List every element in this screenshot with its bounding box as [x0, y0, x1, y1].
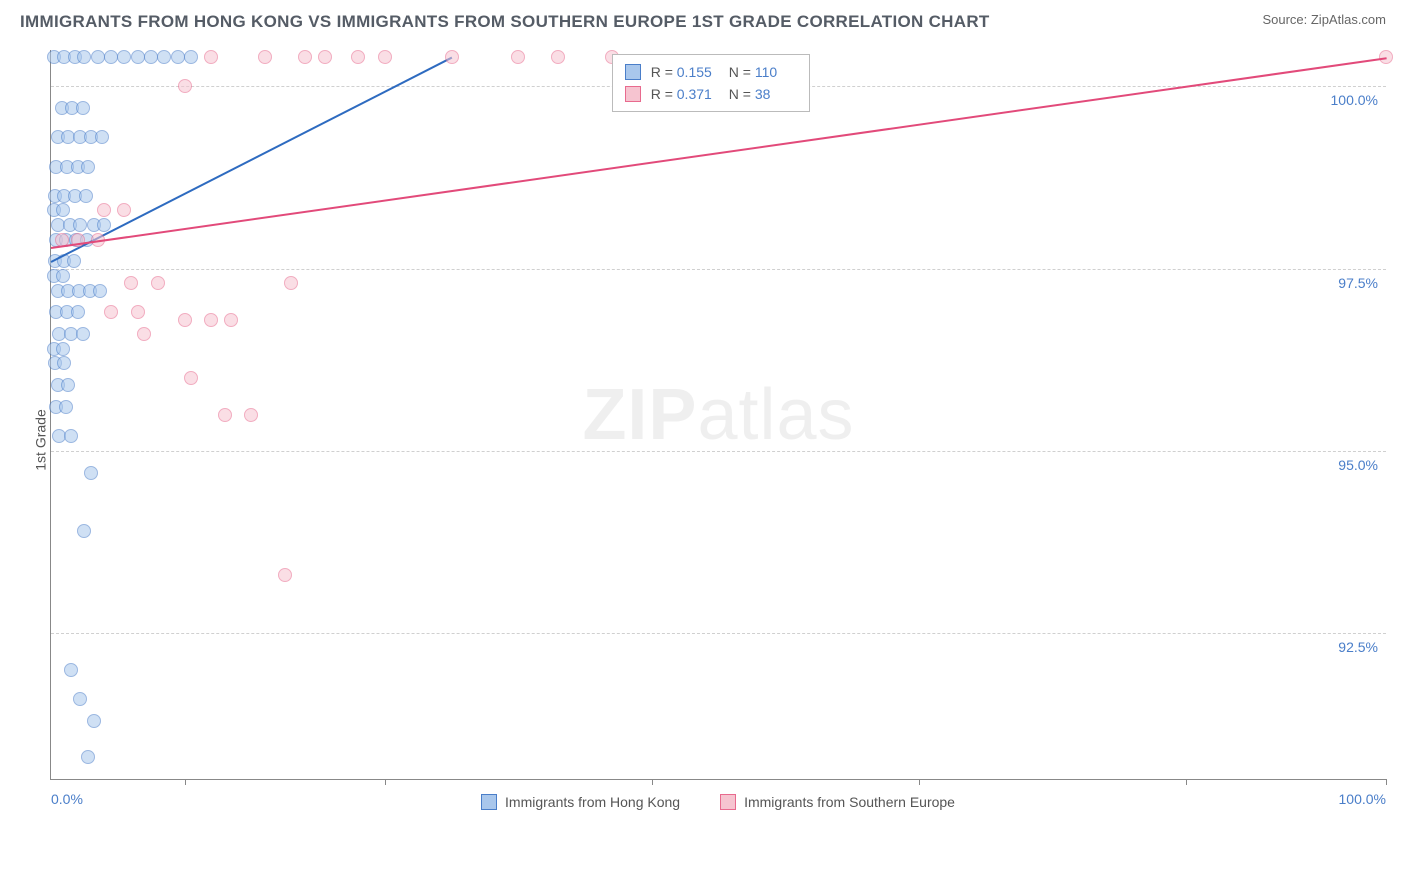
- scatter-point-se: [378, 50, 392, 64]
- scatter-point-se: [551, 50, 565, 64]
- swatch-se: [625, 86, 641, 102]
- scatter-point-hk: [95, 130, 109, 144]
- scatter-point-hk: [91, 50, 105, 64]
- scatter-point-hk: [76, 101, 90, 115]
- y-tick-label: 97.5%: [1338, 275, 1378, 291]
- plot-area: ZIPatlas 100.0%97.5%95.0%92.5%0.0%100.0%…: [50, 50, 1386, 780]
- scatter-point-hk: [157, 50, 171, 64]
- scatter-point-se: [298, 50, 312, 64]
- r-value-se: 0.371: [677, 83, 719, 105]
- r-value-hk: 0.155: [677, 61, 719, 83]
- x-tick: [652, 779, 653, 785]
- scatter-point-hk: [87, 714, 101, 728]
- scatter-point-se: [244, 408, 258, 422]
- x-tick: [919, 779, 920, 785]
- scatter-point-hk: [67, 254, 81, 268]
- scatter-point-hk: [77, 524, 91, 538]
- scatter-point-se: [124, 276, 138, 290]
- scatter-point-hk: [171, 50, 185, 64]
- scatter-point-se: [104, 305, 118, 319]
- scatter-point-hk: [57, 356, 71, 370]
- stats-row-hk: R = 0.155N = 110: [625, 61, 797, 83]
- legend-label-hk: Immigrants from Hong Kong: [505, 794, 680, 810]
- n-value-se: 38: [755, 83, 797, 105]
- gridline: [51, 633, 1386, 634]
- scatter-point-hk: [76, 327, 90, 341]
- scatter-point-se: [445, 50, 459, 64]
- chart-title: IMMIGRANTS FROM HONG KONG VS IMMIGRANTS …: [20, 12, 990, 32]
- y-tick-label: 95.0%: [1338, 457, 1378, 473]
- scatter-point-hk: [56, 269, 70, 283]
- scatter-point-hk: [81, 750, 95, 764]
- scatter-point-se: [258, 50, 272, 64]
- legend-item-hk: Immigrants from Hong Kong: [481, 794, 680, 810]
- scatter-point-hk: [64, 429, 78, 443]
- scatter-point-hk: [117, 50, 131, 64]
- scatter-point-se: [224, 313, 238, 327]
- scatter-point-hk: [73, 692, 87, 706]
- scatter-point-hk: [59, 400, 73, 414]
- scatter-point-se: [204, 313, 218, 327]
- scatter-point-se: [318, 50, 332, 64]
- watermark: ZIPatlas: [582, 374, 854, 456]
- chart-area: 1st Grade ZIPatlas 100.0%97.5%95.0%92.5%…: [50, 40, 1386, 840]
- scatter-point-hk: [144, 50, 158, 64]
- scatter-point-hk: [81, 160, 95, 174]
- scatter-point-hk: [71, 305, 85, 319]
- gridline: [51, 269, 1386, 270]
- regression-line-hk: [51, 57, 453, 263]
- scatter-point-hk: [93, 284, 107, 298]
- n-value-hk: 110: [755, 61, 797, 83]
- stats-row-se: R = 0.371N = 38: [625, 83, 797, 105]
- scatter-point-se: [178, 313, 192, 327]
- gridline: [51, 451, 1386, 452]
- source-label: Source: ZipAtlas.com: [1262, 12, 1386, 27]
- scatter-point-se: [97, 203, 111, 217]
- scatter-point-se: [117, 203, 131, 217]
- scatter-point-hk: [77, 50, 91, 64]
- scatter-point-se: [151, 276, 165, 290]
- scatter-point-hk: [61, 378, 75, 392]
- legend-swatch-se: [720, 794, 736, 810]
- y-axis-title: 1st Grade: [33, 409, 49, 470]
- scatter-point-se: [278, 568, 292, 582]
- swatch-hk: [625, 64, 641, 80]
- scatter-point-se: [204, 50, 218, 64]
- scatter-point-hk: [64, 663, 78, 677]
- stats-box: R = 0.155N = 110R = 0.371N = 38: [612, 54, 810, 113]
- scatter-point-hk: [56, 342, 70, 356]
- bottom-legend: Immigrants from Hong Kong Immigrants from…: [50, 794, 1386, 810]
- scatter-point-se: [184, 371, 198, 385]
- x-tick: [1186, 779, 1187, 785]
- title-bar: IMMIGRANTS FROM HONG KONG VS IMMIGRANTS …: [0, 0, 1406, 40]
- x-tick: [1386, 779, 1387, 785]
- scatter-point-se: [351, 50, 365, 64]
- legend-item-se: Immigrants from Southern Europe: [720, 794, 955, 810]
- scatter-point-hk: [104, 50, 118, 64]
- scatter-point-hk: [73, 218, 87, 232]
- scatter-point-se: [284, 276, 298, 290]
- scatter-point-hk: [131, 50, 145, 64]
- source-name: ZipAtlas.com: [1311, 12, 1386, 27]
- scatter-point-hk: [84, 466, 98, 480]
- y-tick-label: 100.0%: [1331, 92, 1378, 108]
- scatter-point-se: [137, 327, 151, 341]
- scatter-point-hk: [184, 50, 198, 64]
- x-tick: [385, 779, 386, 785]
- scatter-point-se: [131, 305, 145, 319]
- legend-label-se: Immigrants from Southern Europe: [744, 794, 955, 810]
- y-tick-label: 92.5%: [1338, 639, 1378, 655]
- x-tick: [185, 779, 186, 785]
- legend-swatch-hk: [481, 794, 497, 810]
- scatter-point-hk: [56, 203, 70, 217]
- scatter-point-se: [218, 408, 232, 422]
- scatter-point-se: [511, 50, 525, 64]
- scatter-point-se: [178, 79, 192, 93]
- scatter-point-hk: [79, 189, 93, 203]
